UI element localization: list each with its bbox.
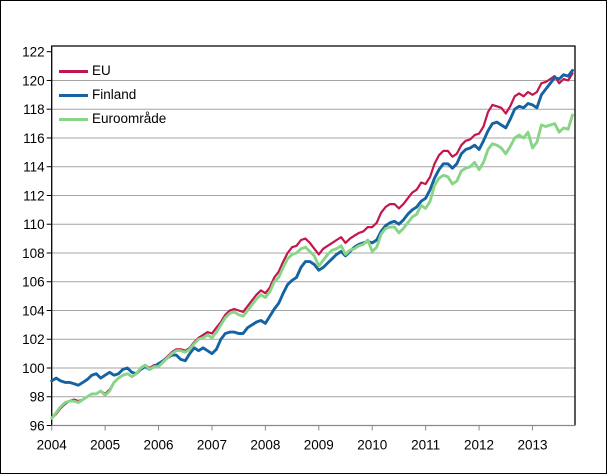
y-tick-label: 116	[23, 131, 45, 146]
legend: EU Finland Euroområde	[59, 59, 166, 131]
x-tick-label: 2004	[37, 438, 68, 453]
series-line-euroomrade	[50, 113, 574, 420]
y-tick-label: 122	[22, 45, 45, 60]
legend-item-finland: Finland	[59, 83, 166, 107]
x-tick-label: 2011	[411, 438, 440, 453]
y-tick-label: 118	[23, 102, 45, 117]
x-tick-label: 2008	[250, 438, 280, 453]
y-tick-label: 104	[22, 303, 45, 318]
y-tick-label: 112	[23, 188, 45, 203]
legend-label-finland: Finland	[92, 87, 137, 103]
x-tick-label: 2005	[90, 438, 120, 453]
x-tick-label: 2009	[304, 438, 334, 453]
y-tick-label: 106	[22, 275, 45, 290]
x-tick-label: 2007	[197, 438, 227, 453]
y-tick-label: 100	[22, 361, 45, 376]
legend-line-swatch-finland	[59, 93, 88, 97]
legend-line-swatch-eu	[59, 69, 88, 73]
legend-line-swatch-euroomrade	[59, 117, 88, 121]
legend-label-euroomrade: Euroområde	[92, 111, 167, 127]
y-tick-label: 108	[22, 246, 45, 261]
y-tick-label: 114	[23, 160, 45, 175]
legend-item-eu: EU	[59, 59, 166, 83]
legend-item-euroomrade: Euroområde	[59, 107, 166, 131]
y-tick-label: 96	[30, 418, 45, 433]
y-tick-label: 98	[30, 390, 45, 405]
y-tick-label: 110	[23, 217, 45, 232]
x-tick-label: 2010	[357, 438, 387, 453]
x-tick-label: 2012	[464, 438, 494, 453]
y-tick-label: 102	[22, 332, 45, 347]
x-tick-label: 2013	[517, 438, 547, 453]
x-tick-label: 2006	[144, 438, 174, 453]
legend-label-eu: EU	[92, 63, 111, 79]
y-tick-label: 120	[22, 73, 45, 88]
